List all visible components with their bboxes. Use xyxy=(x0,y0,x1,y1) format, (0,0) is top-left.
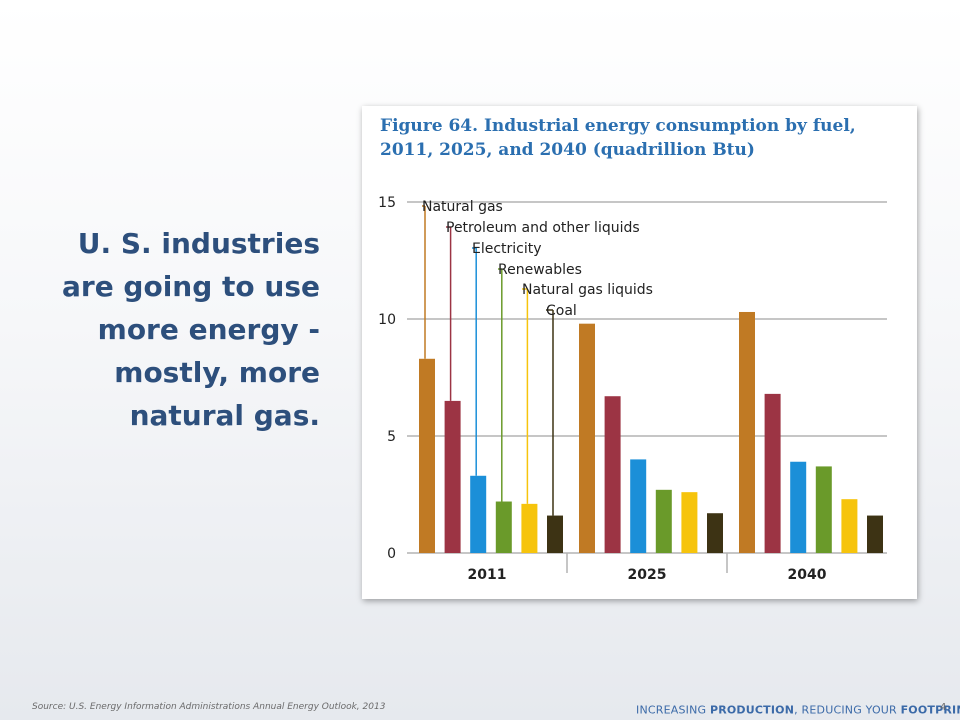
legend-label: Renewables xyxy=(498,262,582,278)
y-tick-label: 5 xyxy=(387,429,396,445)
y-tick-label: 10 xyxy=(378,312,396,328)
legend-label: Natural gas liquids xyxy=(522,282,653,298)
headline-line: are going to use xyxy=(61,270,320,303)
bar xyxy=(764,393,781,553)
legend-label: Coal xyxy=(546,303,577,319)
tagline-part: PRODUCTION xyxy=(709,703,795,717)
bar xyxy=(444,400,461,553)
bar xyxy=(495,501,512,553)
chart-title-line: 2011, 2025, and 2040 (quadrillion Btu) xyxy=(380,140,755,160)
headline-line: mostly, more xyxy=(114,356,320,389)
x-tick-label: 2011 xyxy=(468,567,507,583)
tagline-part: , REDUCING YOUR xyxy=(794,703,901,717)
headline-line: U. S. industries xyxy=(77,227,320,260)
legend-label: Electricity xyxy=(472,241,542,257)
bar xyxy=(681,492,698,553)
legend-label: Natural gas xyxy=(422,199,503,215)
tagline-part: FOOTPRINT xyxy=(900,703,960,717)
bar xyxy=(604,396,621,553)
y-tick-label: 15 xyxy=(378,195,396,211)
source-note: Source: U.S. Energy Information Administ… xyxy=(32,702,386,712)
headline-line: natural gas. xyxy=(129,399,320,432)
chart-figure: 0 5 10 15 2011 2025 2040 Natural gas Petroleum a… xyxy=(362,106,917,599)
bar-chart: 0 5 10 15 2011 2025 2040 Natural gas Petroleum a… xyxy=(378,195,887,583)
bar xyxy=(419,358,435,553)
bar xyxy=(521,503,538,553)
bar xyxy=(707,513,723,553)
bar xyxy=(579,323,595,553)
x-tick-label: 2025 xyxy=(628,567,667,583)
x-tick-label: 2040 xyxy=(788,567,827,583)
bar xyxy=(841,499,858,553)
page-number: 4 xyxy=(940,702,947,713)
bar xyxy=(630,459,647,553)
slide-headline: U. S. industries are going to use more e… xyxy=(20,222,320,437)
chart-title-line: Figure 64. Industrial energy consumption… xyxy=(380,116,856,136)
bar xyxy=(790,461,807,553)
bar xyxy=(867,515,883,553)
bar xyxy=(739,311,755,553)
legend-label: Petroleum and other liquids xyxy=(446,220,640,236)
bar xyxy=(815,466,832,553)
headline-line: more energy - xyxy=(97,313,320,346)
bar xyxy=(470,475,487,553)
footer-tagline: INCREASING PRODUCTION, REDUCING YOUR FOO… xyxy=(636,703,960,717)
y-tick-label: 0 xyxy=(387,546,396,562)
bar xyxy=(547,515,563,553)
tagline-part: INCREASING xyxy=(636,703,710,717)
chart-title: Figure 64. Industrial energy consumption… xyxy=(380,114,900,162)
bar xyxy=(655,489,672,553)
